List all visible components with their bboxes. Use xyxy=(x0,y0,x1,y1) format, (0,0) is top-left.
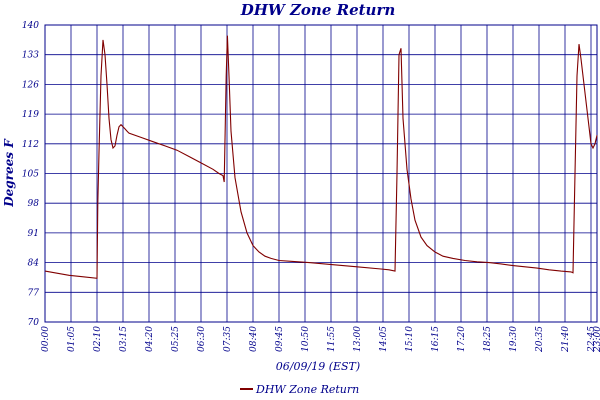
x-tick-label: 03:15 xyxy=(119,326,129,352)
x-tick-label: 13:00 xyxy=(353,326,363,352)
x-tick-label: 11:55 xyxy=(327,326,337,352)
x-tick-label: 10:50 xyxy=(301,326,311,352)
x-tick-label: 23:00 xyxy=(593,326,600,353)
x-tick-label: 20:35 xyxy=(535,326,545,353)
y-tick-label: 112 xyxy=(22,140,39,150)
x-tick-label: 22:45 xyxy=(587,326,597,353)
y-tick-label: 91 xyxy=(28,229,39,239)
x-tick-label: 06:30 xyxy=(197,326,207,352)
x-tick-label: 09:45 xyxy=(275,326,285,352)
y-tick-label: 105 xyxy=(22,170,39,180)
x-tick-label: 15:10 xyxy=(405,326,415,352)
x-tick-labels: 00:00 01:05 02:10 03:15 04:20 05:25 06:30 07:35… xyxy=(41,326,600,353)
y-tick-label: 126 xyxy=(22,80,39,90)
y-axis-label: Degrees F xyxy=(2,138,16,208)
x-tick-label: 01:05 xyxy=(67,326,77,352)
x-tick-label: 08:40 xyxy=(249,326,259,352)
chart-title: DHW Zone Return xyxy=(240,1,396,19)
y-tick-label: 70 xyxy=(28,318,40,328)
x-tick-label: 07:35 xyxy=(223,326,233,352)
x-tick-label: 21:40 xyxy=(561,326,571,353)
legend-label: DHW Zone Return xyxy=(255,383,359,396)
y-tick-label: 133 xyxy=(22,51,39,61)
y-tick-label: 98 xyxy=(28,199,40,209)
y-tick-label: 77 xyxy=(28,288,40,298)
x-tick-label: 19:30 xyxy=(509,326,519,352)
x-axis-label: 06/09/19 (EST) xyxy=(276,360,360,373)
x-tick-label: 18:25 xyxy=(483,326,493,352)
series-line-dhw-zone-return xyxy=(44,35,598,279)
x-tick-label: 02:10 xyxy=(93,326,103,352)
x-tick-label: 00:00 xyxy=(41,326,51,352)
x-tick-label: 16:15 xyxy=(431,326,441,352)
x-tick-label: 04:20 xyxy=(145,326,155,352)
y-tick-label: 84 xyxy=(28,259,40,269)
grid-lines xyxy=(44,24,598,323)
x-tick-label: 05:25 xyxy=(171,326,181,352)
x-tick-label: 14:05 xyxy=(379,326,389,352)
y-tick-labels: 70 77 84 91 98 105 112 119 126 133 140 xyxy=(22,21,39,328)
legend: DHW Zone Return xyxy=(240,383,359,396)
x-tick-label: 17:20 xyxy=(457,326,467,352)
y-tick-label: 140 xyxy=(22,21,39,31)
y-tick-label: 119 xyxy=(22,110,39,120)
